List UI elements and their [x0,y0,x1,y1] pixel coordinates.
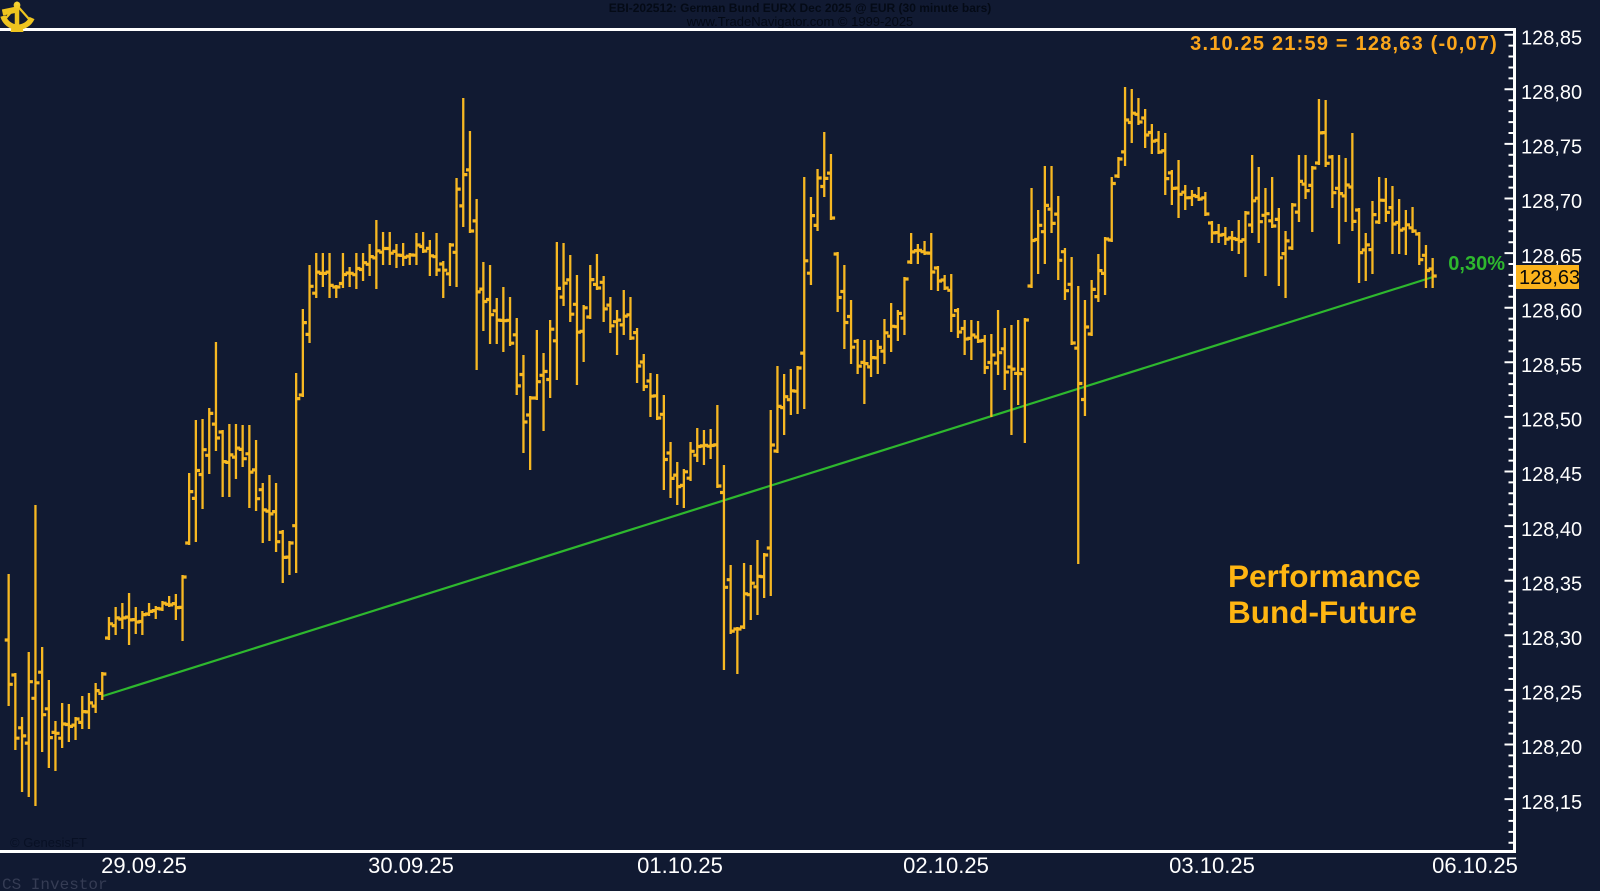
svg-text:128,55: 128,55 [1521,355,1582,377]
svg-text:01.10.25: 01.10.25 [637,853,723,878]
svg-text:www.TradeNavigator.com © 1999-: www.TradeNavigator.com © 1999-2025 [686,14,914,29]
svg-text:128,30: 128,30 [1521,628,1582,650]
svg-text:3.10.25 21:59 = 128,63 (-0,07): 3.10.25 21:59 = 128,63 (-0,07) [1190,33,1498,55]
svg-text:128,20: 128,20 [1521,737,1582,759]
svg-text:128,50: 128,50 [1521,410,1582,432]
svg-text:03.10.25: 03.10.25 [1169,853,1255,878]
svg-text:128,25: 128,25 [1521,683,1582,705]
svg-text:128,80: 128,80 [1521,82,1582,104]
svg-text:0,30%: 0,30% [1448,253,1505,275]
svg-text:128,75: 128,75 [1521,137,1582,159]
svg-text:128,35: 128,35 [1521,573,1582,595]
svg-text:128,65: 128,65 [1521,246,1582,268]
svg-text:30.09.25: 30.09.25 [368,853,454,878]
svg-text:02.10.25: 02.10.25 [903,853,989,878]
svg-text:06.10.25: 06.10.25 [1432,853,1518,878]
svg-text:© GenesisFT: © GenesisFT [10,835,87,850]
svg-text:EBI-202512: German Bund EURX: EBI-202512: German Bund EURX Dec 2025 @ … [609,1,992,15]
svg-text:128,85: 128,85 [1521,27,1582,49]
svg-text:128,40: 128,40 [1521,519,1582,541]
svg-text:128,63: 128,63 [1519,267,1580,289]
svg-text:128,45: 128,45 [1521,464,1582,486]
svg-text:128,60: 128,60 [1521,300,1582,322]
svg-text:Performance: Performance [1228,558,1421,594]
svg-text:29.09.25: 29.09.25 [101,853,187,878]
svg-text:Bund-Future: Bund-Future [1228,594,1417,630]
svg-text:128,15: 128,15 [1521,792,1582,814]
svg-text:CS Investor: CS Investor [2,876,108,891]
svg-text:128,70: 128,70 [1521,191,1582,213]
